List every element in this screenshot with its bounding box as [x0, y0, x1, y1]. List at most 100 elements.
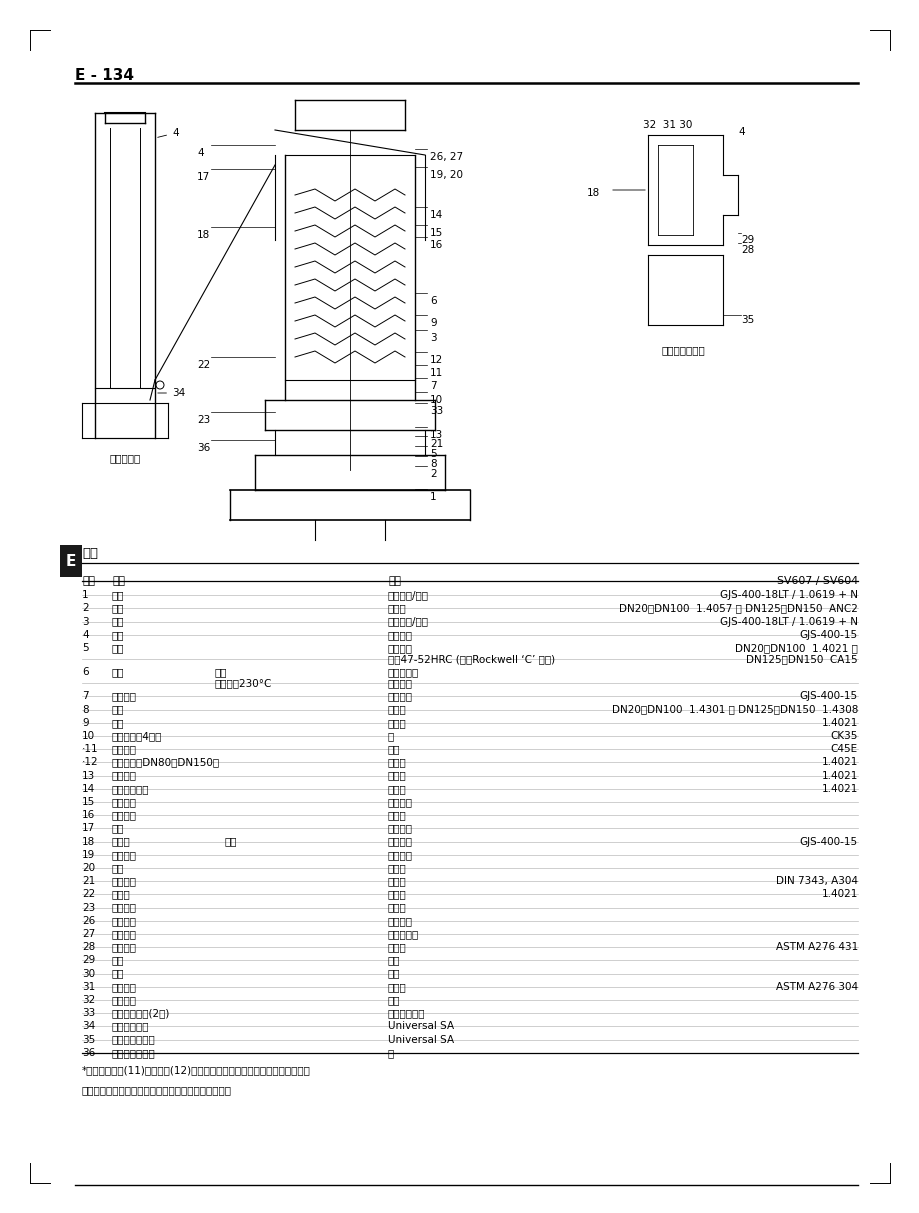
- Text: 镀锌碳钐: 镀锌碳钐: [388, 797, 413, 807]
- Text: *注：弹簧挡板(11)和轴承环(12)根据安全阀的口径和设定压力而有所变化。: *注：弹簧挡板(11)和轴承环(12)根据安全阀的口径和设定压力而有所变化。: [82, 1065, 311, 1075]
- Text: 卡圈柱销: 卡圈柱销: [112, 916, 137, 926]
- Text: 簧环: 簧环: [112, 862, 124, 873]
- Text: 14: 14: [429, 210, 443, 220]
- Text: 17: 17: [197, 172, 210, 182]
- Text: 29: 29: [740, 235, 754, 245]
- Text: 石墨: 石墨: [388, 969, 400, 979]
- Text: 轴承环（仅DN80－DN150）: 轴承环（仅DN80－DN150）: [112, 757, 220, 768]
- Text: 18: 18: [197, 230, 210, 240]
- Text: 温度大于230°C: 温度大于230°C: [215, 678, 272, 688]
- Text: 10: 10: [82, 731, 95, 741]
- Text: 21: 21: [82, 876, 96, 887]
- Text: 阀体螺栓（4个）: 阀体螺栓（4个）: [112, 731, 162, 741]
- Text: 35: 35: [740, 315, 754, 325]
- Text: 36: 36: [197, 443, 210, 452]
- Text: 28: 28: [82, 943, 96, 952]
- Text: 9: 9: [429, 318, 437, 328]
- Text: 26: 26: [82, 916, 96, 926]
- Text: 33: 33: [82, 1008, 96, 1018]
- Text: 碟片: 碟片: [112, 643, 124, 653]
- Text: 10: 10: [429, 395, 443, 405]
- Text: 填料: 填料: [112, 969, 124, 979]
- Text: 为了产品的改进和发展，我们保留修改说明书的权利。: 为了产品的改进和发展，我们保留修改说明书的权利。: [82, 1084, 232, 1095]
- Text: 4: 4: [737, 127, 743, 137]
- Text: 气密封顶盖: 气密封顶盖: [109, 452, 141, 463]
- Text: 镀锌碳钐: 镀锌碳钐: [388, 824, 413, 833]
- Text: 9: 9: [82, 718, 88, 728]
- Text: 弹簧调节螺丝: 弹簧调节螺丝: [112, 784, 150, 793]
- Text: 30: 30: [82, 969, 95, 979]
- Text: 阀杆导板: 阀杆导板: [112, 691, 137, 701]
- Text: 5: 5: [82, 643, 88, 653]
- Text: 不锈钐: 不锈钐: [388, 981, 406, 992]
- Text: 标准: 标准: [215, 667, 227, 677]
- Text: 32: 32: [82, 995, 96, 1006]
- Text: 15: 15: [429, 228, 443, 238]
- Text: 2: 2: [429, 469, 437, 479]
- Text: 镀锌碳钐: 镀锌碳钐: [388, 916, 413, 926]
- Text: 18: 18: [586, 188, 599, 198]
- Text: 8: 8: [82, 705, 88, 714]
- Text: 弹簧挡板: 弹簧挡板: [112, 745, 137, 754]
- Text: DIN 7343, A304: DIN 7343, A304: [775, 876, 857, 887]
- Text: 定位环: 定位环: [112, 889, 130, 899]
- Text: 不锈钐，: 不锈钐，: [388, 643, 413, 653]
- Text: 11: 11: [429, 368, 443, 378]
- Text: 加强片状石墨: 加强片状石墨: [388, 1008, 425, 1018]
- Text: 19: 19: [82, 850, 96, 860]
- Text: 13: 13: [429, 429, 443, 440]
- Text: 阀体: 阀体: [112, 591, 124, 600]
- Text: 1: 1: [82, 591, 88, 600]
- Text: 26, 27: 26, 27: [429, 152, 462, 163]
- Text: 4: 4: [157, 129, 178, 138]
- Text: 34: 34: [157, 388, 185, 398]
- Text: ·11: ·11: [82, 745, 98, 754]
- Text: 球墨铸铁: 球墨铸铁: [388, 837, 413, 847]
- Text: 4: 4: [197, 148, 203, 158]
- Text: 不锈钐: 不锈钐: [388, 603, 406, 614]
- Text: 28: 28: [740, 245, 754, 255]
- Text: 21: 21: [429, 439, 443, 449]
- Text: 球墨铸铁: 球墨铸铁: [388, 630, 413, 639]
- Text: 阀杆挡板垄圈(2个): 阀杆挡板垄圈(2个): [112, 1008, 170, 1018]
- Text: 7: 7: [429, 381, 437, 391]
- Text: 序号: 序号: [82, 576, 95, 586]
- Text: 球墨铸铁/碳钐: 球墨铸铁/碳钐: [388, 616, 428, 627]
- Text: 23: 23: [82, 902, 96, 912]
- Text: 阀体排水口堵塞: 阀体排水口堵塞: [112, 1048, 155, 1058]
- Text: 碳钐: 碳钐: [388, 956, 400, 966]
- Text: 33: 33: [429, 406, 443, 416]
- Text: 气密端盖垄圈: 气密端盖垄圈: [112, 1021, 150, 1031]
- Text: 5: 5: [429, 449, 437, 459]
- Text: 20: 20: [82, 862, 95, 873]
- Text: 钓钒合金钐: 钓钒合金钐: [388, 667, 419, 677]
- Text: 碳钐: 碳钐: [388, 995, 400, 1006]
- Text: 球墨铸铁: 球墨铸铁: [388, 691, 413, 701]
- Text: 卡圈簧环: 卡圈簧环: [112, 929, 137, 939]
- Text: GJS-400-18LT / 1.0619 + N: GJS-400-18LT / 1.0619 + N: [720, 591, 857, 600]
- Text: DN20－DN100  1.4057 和 DN125－DN150  ANC2: DN20－DN100 1.4057 和 DN125－DN150 ANC2: [618, 603, 857, 614]
- Text: 硬兤47-52HRC (硬化Rockwell ‘C’ 范围): 硬兤47-52HRC (硬化Rockwell ‘C’ 范围): [388, 654, 554, 664]
- Text: ASTM A276 304: ASTM A276 304: [775, 981, 857, 992]
- Text: 1.4021: 1.4021: [821, 889, 857, 899]
- Text: 密封手柄腺垄圈: 密封手柄腺垄圈: [112, 1035, 155, 1044]
- Text: 手柄柱销: 手柄柱销: [112, 850, 137, 860]
- Text: 间隔装置: 间隔装置: [112, 770, 137, 781]
- Text: 不锈钐: 不锈钐: [388, 770, 406, 781]
- Text: 阀座: 阀座: [112, 603, 124, 614]
- Text: C45E: C45E: [830, 745, 857, 754]
- Text: 阀杆: 阀杆: [112, 718, 124, 728]
- Text: 22: 22: [82, 889, 96, 899]
- Text: 32  31 30: 32 31 30: [642, 120, 692, 130]
- Text: 15: 15: [82, 797, 96, 807]
- Text: 34: 34: [82, 1021, 96, 1031]
- Text: 碳钐: 碳钐: [388, 745, 400, 754]
- Text: DN20－DN100  1.4021 和: DN20－DN100 1.4021 和: [734, 643, 857, 653]
- Text: DN125－DN150  CA15: DN125－DN150 CA15: [745, 654, 857, 664]
- Text: Universal SA: Universal SA: [388, 1035, 454, 1044]
- Text: 材质: 材质: [82, 547, 98, 560]
- Text: 阀帽螺母: 阀帽螺母: [112, 810, 137, 820]
- Text: 13: 13: [82, 770, 96, 781]
- Text: 不锈钐: 不锈钐: [388, 889, 406, 899]
- Text: GJS-400-15: GJS-400-15: [799, 837, 857, 847]
